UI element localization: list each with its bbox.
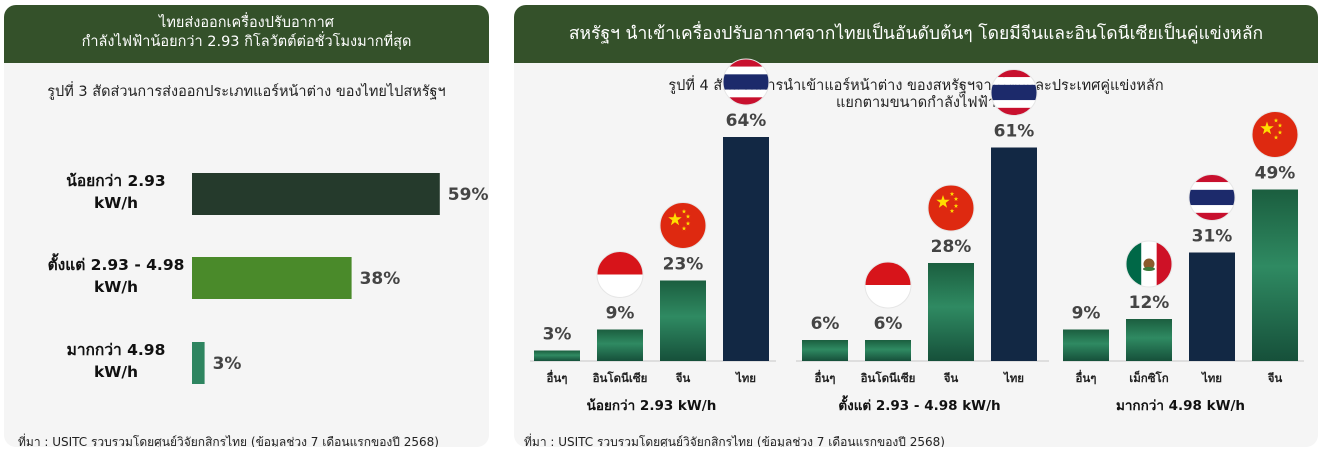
value-label-0-0: 3% (543, 325, 572, 345)
left-banner: ไทยส่งออกเครื่องปรับอากาศ กำลังไฟฟ้าน้อย… (4, 5, 489, 63)
category-label-1-0: ตั้งแต่ 2.93 - 4.98 (48, 253, 185, 274)
bar-1-1 (865, 340, 911, 361)
value-label-0-3: 64% (726, 111, 767, 131)
thailand-flag-icon-0-3 (722, 58, 770, 106)
category-label-0-0: น้อยกว่า 2.93 (66, 172, 165, 190)
china-flag-icon-0-2 (659, 202, 707, 249)
category-label-2-0: มากกว่า 4.98 (67, 341, 166, 359)
value-label-0: 59% (448, 185, 489, 205)
bar-0-3 (723, 137, 769, 361)
left-panel: ไทยส่งออกเครื่องปรับอากาศ กำลังไฟฟ้าน้อย… (4, 5, 489, 447)
category-label-1-1: อินโดนีเซีย (861, 370, 916, 385)
bar-1-2 (928, 263, 974, 361)
bar-2 (192, 342, 205, 384)
value-label-1-0: 6% (811, 314, 840, 334)
left-banner-line1: ไทยส่งออกเครื่องปรับอากาศ (159, 15, 334, 31)
category-label-0-0: อื่นๆ (546, 369, 567, 385)
category-label-2-2: ไทย (1200, 371, 1222, 385)
import-share-grouped-bar-chart: 3% อื่นๆ 9% อินโดนีเซีย 23% จีน 64% ไทยน้อยกว่า… (530, 58, 1304, 414)
bar-2-1 (1126, 319, 1172, 361)
category-label-0-1: อินโดนีเซีย (593, 370, 648, 385)
bar-1-0 (802, 340, 848, 361)
category-label-0-3: ไทย (734, 371, 756, 385)
thailand-flag-icon-2-2 (1188, 174, 1236, 221)
category-label-2-3: จีน (1267, 371, 1282, 385)
indonesia-flag-icon-1-1 (864, 261, 912, 309)
bar-0 (192, 173, 440, 215)
group-label-1: ตั้งแต่ 2.93 - 4.98 kW/h (838, 395, 1000, 414)
value-label-2-0: 9% (1072, 304, 1101, 324)
value-label-2-3: 49% (1255, 164, 1296, 184)
value-label-1-1: 6% (874, 314, 903, 334)
bar-2-3 (1252, 189, 1298, 361)
value-label-2-2: 31% (1192, 227, 1233, 247)
bar-1-3 (991, 147, 1037, 361)
group-label-2: มากกว่า 4.98 kW/h (1116, 398, 1245, 414)
thailand-flag-icon-1-3 (990, 69, 1038, 116)
export-share-bar-chart: 59% น้อยกว่า 2.93 kW/h 38% ตั้งแต่ 2.93 - 4.… (48, 172, 489, 384)
value-label-0-1: 9% (606, 304, 635, 324)
value-label-2-1: 12% (1129, 293, 1170, 313)
china-flag-icon-1-2 (927, 184, 975, 232)
category-label-0-2: จีน (675, 371, 690, 385)
figure-4-title: รูปที่ 4 สัดส่วนการนำเข้าแอร์หน้าต่าง ขอ… (514, 78, 1318, 112)
mexico-flag-icon-2-1 (1125, 240, 1173, 288)
right-banner: สหรัฐฯ นำเข้าเครื่องปรับอากาศจากไทยเป็นอ… (514, 5, 1318, 63)
category-label-2-0: อื่นๆ (1075, 369, 1096, 385)
left-banner-line2: กำลังไฟฟ้าน้อยกว่า 2.93 กิโลวัตต์ต่อชั่ว… (81, 34, 412, 50)
category-label-1-2: จีน (943, 371, 958, 385)
group-label-0: น้อยกว่า 2.93 kW/h (587, 398, 717, 414)
figure-4-title-line2: แยกตามขนาดกำลังไฟฟ้า (836, 95, 996, 111)
bar-0-1 (597, 329, 643, 361)
china-flag-icon-2-3 (1251, 111, 1299, 158)
bar-2-2 (1189, 252, 1235, 361)
figure-4-title-line1: รูปที่ 4 สัดส่วนการนำเข้าแอร์หน้าต่าง ขอ… (668, 78, 1164, 94)
value-label-1-3: 61% (994, 122, 1035, 142)
right-panel: สหรัฐฯ นำเข้าเครื่องปรับอากาศจากไทยเป็นอ… (514, 5, 1318, 447)
value-label-2: 3% (213, 354, 242, 374)
figure-3-title: รูปที่ 3 สัดส่วนการส่งออกประเภทแอร์หน้าต… (47, 84, 446, 100)
category-label-1-0: อื่นๆ (814, 369, 835, 385)
category-label-2-1: kW/h (94, 363, 138, 381)
category-label-0-1: kW/h (94, 194, 138, 212)
bar-0-2 (660, 280, 706, 361)
value-label-1-2: 28% (931, 237, 972, 257)
category-label-1-1: kW/h (94, 278, 138, 296)
indonesia-flag-icon-0-1 (596, 251, 644, 298)
bar-1 (192, 257, 352, 299)
value-label-0-2: 23% (663, 255, 704, 275)
category-label-2-1: เม็กซิโก (1129, 370, 1168, 385)
left-source-note: ที่มา : USITC รวบรวมโดยศูนย์วิจัยกสิกรไท… (18, 435, 439, 447)
bar-0-0 (534, 350, 580, 361)
right-source-note: ที่มา : USITC รวบรวมโดยศูนย์วิจัยกสิกรไท… (524, 435, 945, 447)
bar-2-0 (1063, 329, 1109, 361)
value-label-1: 38% (360, 269, 401, 289)
category-label-1-3: ไทย (1002, 371, 1024, 385)
